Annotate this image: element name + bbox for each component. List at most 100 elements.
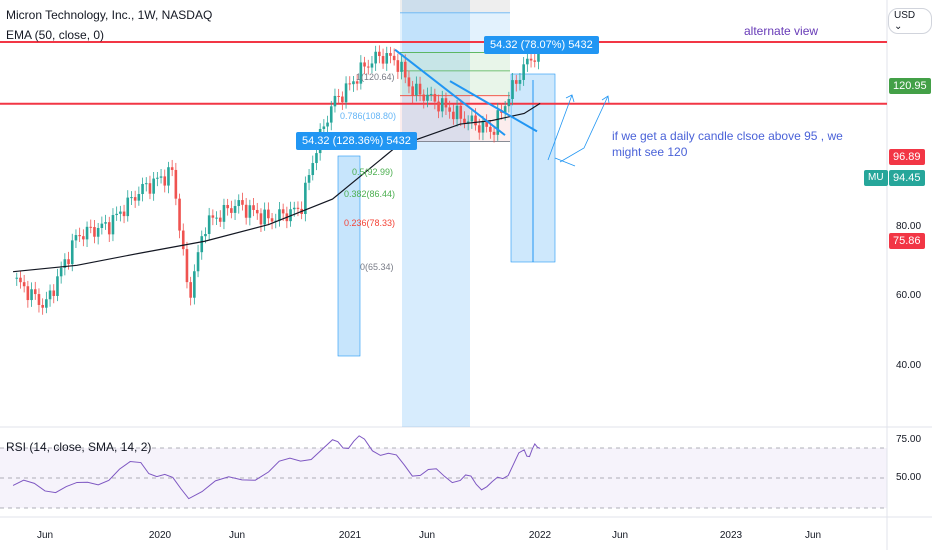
candle-body bbox=[70, 240, 74, 265]
candle-body bbox=[466, 121, 470, 123]
candle-body bbox=[326, 122, 329, 127]
candle-body bbox=[485, 121, 488, 127]
candle-body bbox=[344, 83, 348, 103]
y-tick-label: 60.00 bbox=[896, 290, 922, 301]
candle-body bbox=[252, 205, 255, 210]
candle-body bbox=[141, 183, 144, 195]
candle-body bbox=[133, 197, 137, 201]
forecast-note: if we get a daily candle clsoe above 95 … bbox=[612, 129, 843, 159]
x-tick-label: Jun bbox=[418, 530, 436, 541]
candle-body bbox=[119, 211, 122, 214]
fib-zone bbox=[400, 52, 510, 71]
candle-body bbox=[492, 131, 496, 135]
x-tick-label: Jun bbox=[611, 530, 629, 541]
candle-body bbox=[82, 236, 85, 240]
candle-body bbox=[126, 197, 130, 217]
candle-body bbox=[474, 115, 477, 126]
candle-body bbox=[396, 60, 400, 72]
candle-body bbox=[496, 110, 500, 135]
candle-body bbox=[429, 93, 433, 95]
candle-body bbox=[45, 299, 48, 308]
candle-body bbox=[448, 107, 451, 112]
ema-line[interactable] bbox=[12, 102, 541, 273]
candle-body bbox=[514, 80, 518, 84]
support-price-tag: 75.86 bbox=[889, 233, 925, 249]
candle-body bbox=[455, 105, 459, 120]
candle-body bbox=[15, 277, 19, 279]
candle-body bbox=[267, 209, 270, 219]
projection-arrow bbox=[547, 94, 573, 161]
candle-body bbox=[107, 222, 111, 235]
candle-body bbox=[278, 209, 281, 221]
candle-body bbox=[226, 204, 229, 209]
candle-body bbox=[366, 66, 370, 68]
candle-body bbox=[292, 207, 296, 210]
ema-legend[interactable]: EMA (50, close, 0) bbox=[6, 28, 105, 42]
candle-body bbox=[148, 183, 152, 194]
rsi-tick-label: 50.00 bbox=[896, 472, 922, 483]
candle-body bbox=[392, 55, 396, 61]
candle-body bbox=[37, 294, 41, 305]
candle-body bbox=[170, 167, 174, 170]
candle-body bbox=[522, 64, 525, 80]
x-tick-label: Jun bbox=[228, 530, 246, 541]
candle-body bbox=[370, 63, 374, 68]
rsi-legend[interactable]: RSI (14, close, SMA, 14, 2) bbox=[6, 440, 152, 454]
candle-body bbox=[355, 81, 359, 84]
candle-body bbox=[59, 267, 63, 277]
candle-body bbox=[104, 222, 107, 224]
candle-body bbox=[444, 98, 448, 108]
candle-body bbox=[304, 182, 307, 214]
candle-body bbox=[222, 204, 226, 222]
candle-body bbox=[341, 96, 344, 103]
candle-body bbox=[215, 217, 218, 219]
fib-label: 0.236(78.33) bbox=[344, 218, 396, 228]
projection-arrow bbox=[559, 95, 609, 163]
candle-body bbox=[381, 56, 385, 64]
symbol-tag: MU bbox=[864, 170, 888, 186]
y-tick-label: 80.00 bbox=[896, 221, 922, 232]
candle-body bbox=[137, 194, 141, 201]
candle-body bbox=[159, 176, 163, 178]
fib-zone bbox=[400, 0, 510, 13]
candle-body bbox=[196, 252, 200, 272]
candle-body bbox=[352, 81, 355, 85]
candle-body bbox=[26, 286, 30, 301]
fib-label: 0.5(92.99) bbox=[352, 167, 394, 177]
measure-label-top: 54.32 (78.07%) 5432 bbox=[484, 36, 599, 54]
candle-body bbox=[315, 153, 318, 164]
candle-body bbox=[452, 111, 455, 120]
arrowhead bbox=[601, 95, 610, 104]
rsi-tick-label: 75.00 bbox=[896, 434, 922, 445]
candle-body bbox=[207, 215, 211, 234]
fib-label: 0.382(86.44) bbox=[344, 189, 396, 199]
candle-body bbox=[489, 126, 492, 132]
candle-body bbox=[403, 61, 407, 78]
candle-body bbox=[296, 207, 300, 209]
candle-body bbox=[85, 226, 89, 240]
alternate-note: alternate view bbox=[744, 24, 819, 38]
candle-body bbox=[167, 167, 170, 186]
fib-label: 0(65.34) bbox=[360, 262, 394, 272]
wedge-upper-line[interactable] bbox=[394, 48, 506, 136]
rsi-line[interactable] bbox=[12, 435, 541, 500]
candle-body bbox=[19, 277, 22, 283]
candle-body bbox=[237, 200, 241, 207]
candle-body bbox=[407, 77, 411, 87]
candle-body bbox=[329, 106, 333, 123]
candle-body bbox=[22, 282, 26, 287]
candle-body bbox=[204, 233, 207, 237]
projection-arrow bbox=[554, 157, 576, 167]
currency-button[interactable]: USD ⌄ bbox=[888, 8, 932, 34]
candle-body bbox=[374, 51, 377, 64]
candle-body bbox=[259, 213, 263, 225]
y-tick-label: 40.00 bbox=[896, 360, 922, 371]
wedge-lower-line[interactable] bbox=[449, 80, 538, 133]
candle-body bbox=[459, 105, 463, 119]
candle-body bbox=[433, 93, 437, 102]
candle-body bbox=[89, 226, 93, 228]
candle-body bbox=[426, 94, 429, 101]
candle-body bbox=[507, 98, 511, 107]
